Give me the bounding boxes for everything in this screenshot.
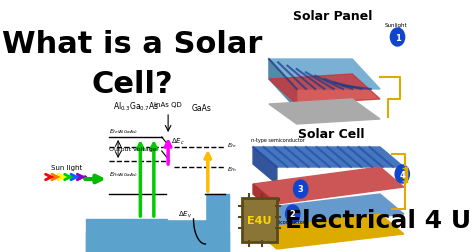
- Polygon shape: [253, 147, 404, 167]
- Text: $\Delta E_c$: $\Delta E_c$: [171, 136, 185, 146]
- Text: $E_{fh(AlGaAs)}$: $E_{fh(AlGaAs)}$: [109, 170, 138, 178]
- Text: E4U: E4U: [247, 215, 272, 225]
- Text: GaAs: GaAs: [191, 104, 211, 113]
- Text: Output voltage: Output voltage: [109, 147, 157, 152]
- Text: Cell?: Cell?: [91, 70, 173, 99]
- Polygon shape: [253, 209, 277, 244]
- Polygon shape: [253, 184, 277, 214]
- FancyBboxPatch shape: [242, 198, 277, 242]
- Text: 3: 3: [298, 185, 303, 194]
- Circle shape: [286, 205, 300, 223]
- Circle shape: [293, 180, 308, 198]
- Circle shape: [391, 29, 405, 47]
- Circle shape: [395, 165, 410, 183]
- Text: $E_{fh}$: $E_{fh}$: [227, 165, 237, 174]
- Text: What is a Solar: What is a Solar: [2, 30, 263, 59]
- Polygon shape: [253, 147, 277, 184]
- Text: p-type semiconductor: p-type semiconductor: [252, 219, 305, 224]
- Text: InAs QD: InAs QD: [154, 102, 182, 108]
- Text: Solar Cell: Solar Cell: [298, 128, 364, 140]
- Text: p-n junction: p-n junction: [252, 196, 281, 201]
- Polygon shape: [269, 100, 380, 124]
- Polygon shape: [269, 75, 380, 105]
- Text: Electrical 4 U: Electrical 4 U: [285, 208, 471, 232]
- Text: 1: 1: [394, 33, 401, 42]
- Text: $E_{fe}$: $E_{fe}$: [227, 141, 237, 150]
- Text: Al$_{0.3}$Ga$_{0.7}$As: Al$_{0.3}$Ga$_{0.7}$As: [113, 100, 158, 113]
- Polygon shape: [253, 214, 404, 249]
- Text: Solar Panel: Solar Panel: [293, 10, 372, 23]
- Text: Sunlight: Sunlight: [384, 22, 407, 27]
- Text: n-type semiconductor: n-type semiconductor: [252, 137, 305, 142]
- Text: $\Delta E_v$: $\Delta E_v$: [178, 209, 192, 219]
- Polygon shape: [269, 60, 380, 90]
- Polygon shape: [86, 219, 130, 252]
- Text: 2: 2: [290, 210, 296, 219]
- Polygon shape: [86, 232, 229, 252]
- Text: $E_{fe(AlGaAs)}$: $E_{fe(AlGaAs)}$: [109, 127, 138, 136]
- Polygon shape: [269, 60, 297, 110]
- Polygon shape: [168, 194, 205, 219]
- Text: Sun light: Sun light: [51, 164, 82, 170]
- Text: 4: 4: [399, 170, 405, 179]
- Polygon shape: [253, 167, 404, 204]
- Polygon shape: [130, 194, 229, 252]
- Polygon shape: [253, 194, 404, 229]
